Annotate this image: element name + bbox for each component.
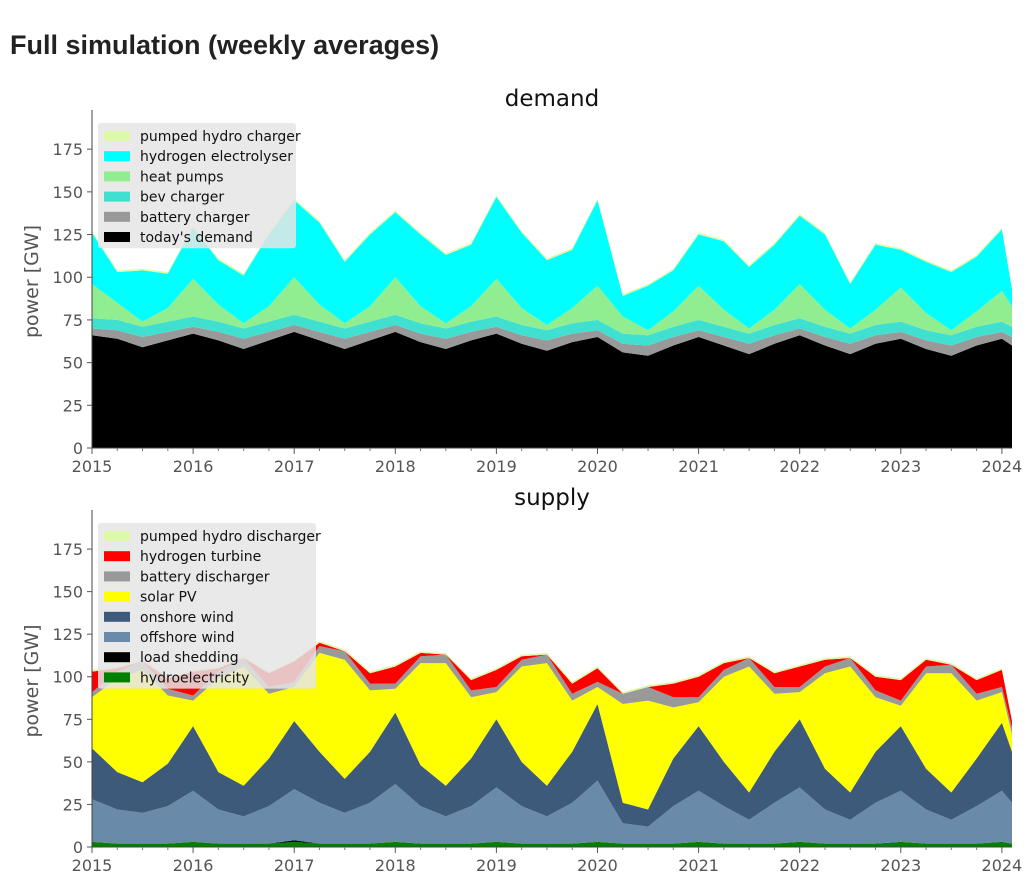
demand-legend-swatch-bev-charger bbox=[104, 191, 130, 202]
supply-chart: supply power [GW] 0 25 50 75 100 125 150 175 2015 2… bbox=[21, 485, 1022, 875]
supply-legend-label-solar-pv: solar PV bbox=[140, 590, 197, 606]
demand-y-tick-label: 25 bbox=[63, 396, 83, 415]
supply-y-tick-label: 25 bbox=[63, 795, 83, 814]
supply-x-tick-label: 2020 bbox=[577, 856, 618, 875]
supply-x-tick-label: 2017 bbox=[274, 856, 315, 875]
demand-legend-swatch-hydrogen-electrolyser bbox=[104, 151, 130, 162]
supply-x-tick-label: 2022 bbox=[779, 856, 820, 875]
supply-legend-swatch-pumped-hydro-discharger bbox=[104, 531, 130, 541]
supply-legend-swatch-hydrogen-turbine bbox=[104, 551, 130, 562]
demand-legend bbox=[98, 123, 296, 249]
supply-chart-title: supply bbox=[514, 485, 590, 511]
supply-legend-label-hydroelectricity: hydroelectricity bbox=[140, 670, 249, 686]
supply-legend-label-pumped-hydro-discharger: pumped hydro discharger bbox=[140, 529, 321, 545]
demand-chart: demand power [GW] 0 25 50 75 100 125 150 175 2015 2… bbox=[21, 86, 1022, 476]
demand-series-bev-charger bbox=[92, 314, 1012, 346]
demand-x-tick-label: 2020 bbox=[577, 457, 618, 476]
supply-x-tick-label: 2019 bbox=[476, 856, 517, 875]
demand-x-tick-label: 2017 bbox=[274, 457, 315, 476]
supply-legend-label-offshore-wind: offshore wind bbox=[140, 630, 235, 646]
demand-x-tick-label: 2018 bbox=[375, 457, 416, 476]
supply-series-solar-pv bbox=[92, 652, 1012, 810]
supply-y-tick-label: 175 bbox=[52, 540, 83, 559]
demand-y-tick-label: 125 bbox=[52, 226, 83, 245]
supply-legend bbox=[98, 523, 316, 689]
demand-legend-swatch-pumped-hydro-charger bbox=[104, 131, 130, 141]
demand-x-tick-label: 2015 bbox=[72, 457, 113, 476]
supply-y-tick-label: 125 bbox=[52, 625, 83, 644]
supply-y-tick-label: 0 bbox=[73, 838, 83, 857]
supply-y-tick-label: 75 bbox=[63, 710, 83, 729]
supply-legend-swatch-hydroelectricity bbox=[104, 672, 130, 683]
supply-y-tick-label: 100 bbox=[52, 668, 83, 687]
demand-x-tick-label: 2023 bbox=[880, 457, 921, 476]
demand-legend-swatch-heat-pumps bbox=[104, 171, 130, 182]
page-title: Full simulation (weekly averages) bbox=[10, 30, 440, 60]
supply-legend-label-battery-discharger: battery discharger bbox=[140, 569, 270, 585]
demand-series-today-s-demand bbox=[92, 331, 1012, 448]
supply-x-tick-label: 2018 bbox=[375, 856, 416, 875]
demand-y-tick-label: 75 bbox=[63, 311, 83, 330]
demand-x-tick-label: 2024 bbox=[982, 457, 1023, 476]
supply-legend-label-hydrogen-turbine: hydrogen turbine bbox=[140, 549, 261, 565]
supply-series-hydroelectricity bbox=[92, 841, 1012, 847]
demand-y-tick-label: 100 bbox=[52, 268, 83, 287]
demand-y-tick-label: 0 bbox=[73, 439, 83, 458]
demand-x-tick-label: 2021 bbox=[678, 457, 719, 476]
supply-legend-swatch-load-shedding bbox=[104, 652, 130, 663]
demand-y-tick-label: 50 bbox=[63, 354, 83, 373]
supply-legend-label-load-shedding: load shedding bbox=[140, 650, 239, 666]
supply-series-battery-discharger bbox=[92, 646, 1012, 735]
demand-legend-label-hydrogen-electrolyser: hydrogen electrolyser bbox=[140, 149, 293, 165]
supply-series-onshore-wind bbox=[92, 704, 1012, 827]
supply-y-tick-label: 150 bbox=[52, 583, 83, 602]
demand-legend-label-today-s-demand: today's demand bbox=[140, 230, 253, 246]
demand-series-battery-charger bbox=[92, 325, 1012, 356]
supply-legend-swatch-offshore-wind bbox=[104, 632, 130, 642]
demand-legend-swatch-battery-charger bbox=[104, 211, 130, 222]
supply-series-offshore-wind bbox=[92, 780, 1012, 844]
supply-y-axis-label: power [GW] bbox=[21, 624, 43, 737]
demand-x-tick-label: 2016 bbox=[173, 457, 214, 476]
supply-y-tick-label: 50 bbox=[63, 753, 83, 772]
demand-chart-title: demand bbox=[505, 86, 599, 112]
demand-y-axis-label: power [GW] bbox=[21, 225, 43, 338]
supply-x-tick-label: 2024 bbox=[982, 856, 1023, 875]
demand-legend-label-heat-pumps: heat pumps bbox=[140, 169, 224, 185]
demand-legend-swatch-today-s-demand bbox=[104, 232, 130, 242]
supply-legend-label-onshore-wind: onshore wind bbox=[140, 610, 234, 626]
demand-series-hydrogen-electrolyser bbox=[92, 197, 1012, 331]
supply-x-tick-label: 2015 bbox=[72, 856, 113, 875]
demand-legend-label-pumped-hydro-charger: pumped hydro charger bbox=[140, 129, 301, 145]
demand-x-tick-label: 2019 bbox=[476, 457, 517, 476]
supply-x-tick-label: 2016 bbox=[173, 856, 214, 875]
supply-x-tick-label: 2023 bbox=[880, 856, 921, 875]
demand-y-tick-label: 175 bbox=[52, 140, 83, 159]
demand-series-heat-pumps bbox=[92, 277, 1012, 336]
demand-legend-label-battery-charger: battery charger bbox=[140, 210, 250, 226]
demand-legend-label-bev-charger: bev charger bbox=[140, 190, 224, 206]
demand-y-tick-label: 150 bbox=[52, 183, 83, 202]
supply-legend-swatch-onshore-wind bbox=[104, 611, 130, 622]
demand-x-tick-label: 2022 bbox=[779, 457, 820, 476]
supply-legend-swatch-solar-pv bbox=[104, 591, 130, 602]
supply-x-tick-label: 2021 bbox=[678, 856, 719, 875]
supply-legend-swatch-battery-discharger bbox=[104, 571, 130, 582]
